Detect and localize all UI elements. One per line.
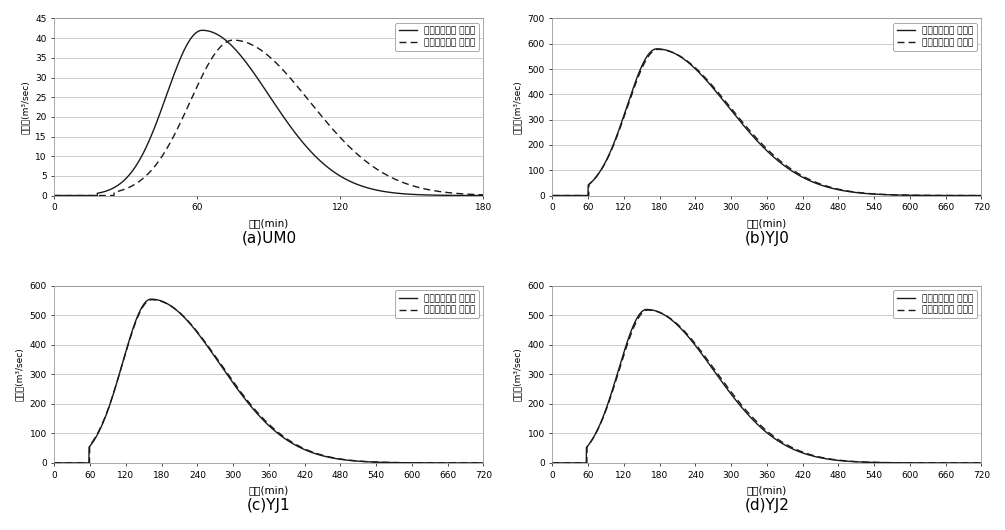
우수저류시설 적용전 xyxy=(650,46,662,52)
X-axis label: 시간(min): 시간(min) xyxy=(747,485,787,495)
Legend: 우수저류시설 적용전, 우수저류시설 적용후: 우수저류시설 적용전, 우수저류시설 적용후 xyxy=(395,290,479,319)
우수저류시설 적용후 xyxy=(967,460,979,466)
우수저류시설 적용후 xyxy=(469,191,481,198)
Line: 우수저류시설 적용전: 우수저류시설 적용전 xyxy=(54,299,483,463)
X-axis label: 시간(min): 시간(min) xyxy=(249,485,289,495)
Legend: 우수저류시설 적용전, 우수저류시설 적용후: 우수저류시설 적용전, 우수저류시설 적용후 xyxy=(395,23,479,51)
우수저류시설 적용후 xyxy=(423,460,435,466)
Line: 우수저류시설 적용전: 우수저류시설 적용전 xyxy=(553,310,982,463)
우수저류시설 적용후 xyxy=(213,45,225,51)
우수저류시설 적용전 xyxy=(232,386,244,393)
X-axis label: 시간(min): 시간(min) xyxy=(249,218,289,228)
우수저류시설 적용전 xyxy=(213,360,225,366)
Line: 우수저류시설 적용후: 우수저류시설 적용후 xyxy=(54,300,483,463)
우수저류시설 적용전 xyxy=(921,192,933,199)
우수저류시설 적용전 xyxy=(97,419,110,425)
Line: 우수저류시설 적용전: 우수저류시설 적용전 xyxy=(553,49,982,196)
우수저류시설 적용후 xyxy=(48,192,60,199)
우수저류시설 적용후 xyxy=(652,46,664,52)
우수저류시설 적용전 xyxy=(477,460,489,466)
Text: (a)UM0: (a)UM0 xyxy=(241,231,296,246)
우수저류시설 적용전 xyxy=(477,192,489,199)
우수저류시설 적용후 xyxy=(621,343,633,349)
우수저류시설 적용후 xyxy=(711,88,723,94)
Text: (c)YJ1: (c)YJ1 xyxy=(247,498,290,514)
우수저류시설 적용전 xyxy=(595,166,607,173)
Text: (b)YJ0: (b)YJ0 xyxy=(745,231,789,246)
우수저류시설 적용전 xyxy=(967,192,979,199)
우수저류시설 적용후 xyxy=(227,37,239,43)
우수저류시설 적용후 xyxy=(730,394,742,401)
우수저류시설 적용전 xyxy=(97,189,110,195)
우수저류시설 적용전 xyxy=(711,372,723,378)
우수저류시설 적용전 xyxy=(730,113,742,119)
우수저류시설 적용전 xyxy=(621,340,633,347)
우수저류시설 적용후 xyxy=(967,192,979,199)
Y-axis label: 홍수량(m³/sec): 홍수량(m³/sec) xyxy=(15,348,24,401)
우수저류시설 적용후 xyxy=(232,37,244,43)
Line: 우수저류시설 적용후: 우수저류시설 적용후 xyxy=(553,49,982,196)
우수저류시설 적용전 xyxy=(232,49,244,55)
우수저류시설 적용후 xyxy=(213,358,225,365)
우수저류시설 적용후 xyxy=(97,192,110,199)
Line: 우수저류시설 적용후: 우수저류시설 적용후 xyxy=(54,40,483,196)
우수저류시설 적용후 xyxy=(146,297,158,303)
우수저류시설 적용후 xyxy=(469,460,481,466)
우수저류시설 적용전 xyxy=(469,460,481,466)
우수저류시설 적용후 xyxy=(547,460,559,466)
우수저류시설 적용전 xyxy=(48,192,60,199)
우수저류시설 적용후 xyxy=(730,111,742,117)
우수저류시설 적용전 xyxy=(423,460,435,466)
우수저류시설 적용전 xyxy=(469,192,481,199)
우수저류시설 적용전 xyxy=(976,460,988,466)
우수저류시설 적용전 xyxy=(711,90,723,96)
우수저류시설 적용전 xyxy=(547,460,559,466)
우수저류시설 적용후 xyxy=(595,166,607,173)
Y-axis label: 홍수량(m³/sec): 홍수량(m³/sec) xyxy=(513,80,522,134)
우수저류시설 적용전 xyxy=(640,306,652,313)
우수저류시설 적용후 xyxy=(547,192,559,199)
우수저류시설 적용후 xyxy=(711,370,723,376)
우수저류시설 적용후 xyxy=(477,192,489,198)
우수저류시설 적용전 xyxy=(547,192,559,199)
우수저류시설 적용후 xyxy=(595,419,607,425)
우수저류시설 적용후 xyxy=(976,192,988,199)
우수저류시설 적용전 xyxy=(967,460,979,466)
우수저류시설 적용후 xyxy=(232,385,244,391)
우수저류시설 적용후 xyxy=(621,105,633,112)
우수저류시설 적용전 xyxy=(595,418,607,425)
우수저류시설 적용후 xyxy=(921,460,933,466)
우수저류시설 적용전 xyxy=(145,296,157,302)
X-axis label: 시간(min): 시간(min) xyxy=(747,218,787,228)
우수저류시설 적용후 xyxy=(97,418,110,425)
우수저류시설 적용후 xyxy=(423,187,435,193)
우수저류시설 적용전 xyxy=(621,104,633,110)
우수저류시설 적용후 xyxy=(642,307,654,313)
우수저류시설 적용전 xyxy=(123,172,135,179)
Line: 우수저류시설 적용후: 우수저류시설 적용후 xyxy=(553,310,982,463)
Text: (d)YJ2: (d)YJ2 xyxy=(745,498,789,514)
우수저류시설 적용전 xyxy=(48,460,60,466)
Y-axis label: 홍수량(m³/sec): 홍수량(m³/sec) xyxy=(513,348,522,401)
Line: 우수저류시설 적용전: 우수저류시설 적용전 xyxy=(54,30,483,196)
우수저류시설 적용후 xyxy=(123,339,135,346)
우수저류시설 적용후 xyxy=(477,460,489,466)
Legend: 우수저류시설 적용전, 우수저류시설 적용후: 우수저류시설 적용전, 우수저류시설 적용후 xyxy=(893,290,977,319)
우수저류시설 적용전 xyxy=(730,397,742,403)
Y-axis label: 홍수량(m³/sec): 홍수량(m³/sec) xyxy=(21,80,30,134)
우수저류시설 적용전 xyxy=(423,192,435,198)
Legend: 우수저류시설 적용전, 우수저류시설 적용후: 우수저류시설 적용전, 우수저류시설 적용후 xyxy=(893,23,977,51)
우수저류시설 적용후 xyxy=(48,460,60,466)
우수저류시설 적용후 xyxy=(921,192,933,199)
우수저류시설 적용후 xyxy=(976,460,988,466)
우수저류시설 적용전 xyxy=(213,32,225,39)
우수저류시설 적용전 xyxy=(123,338,135,344)
우수저류시설 적용전 xyxy=(196,27,208,33)
우수저류시설 적용전 xyxy=(976,192,988,199)
우수저류시설 적용전 xyxy=(921,460,933,466)
우수저류시설 적용후 xyxy=(123,184,135,191)
